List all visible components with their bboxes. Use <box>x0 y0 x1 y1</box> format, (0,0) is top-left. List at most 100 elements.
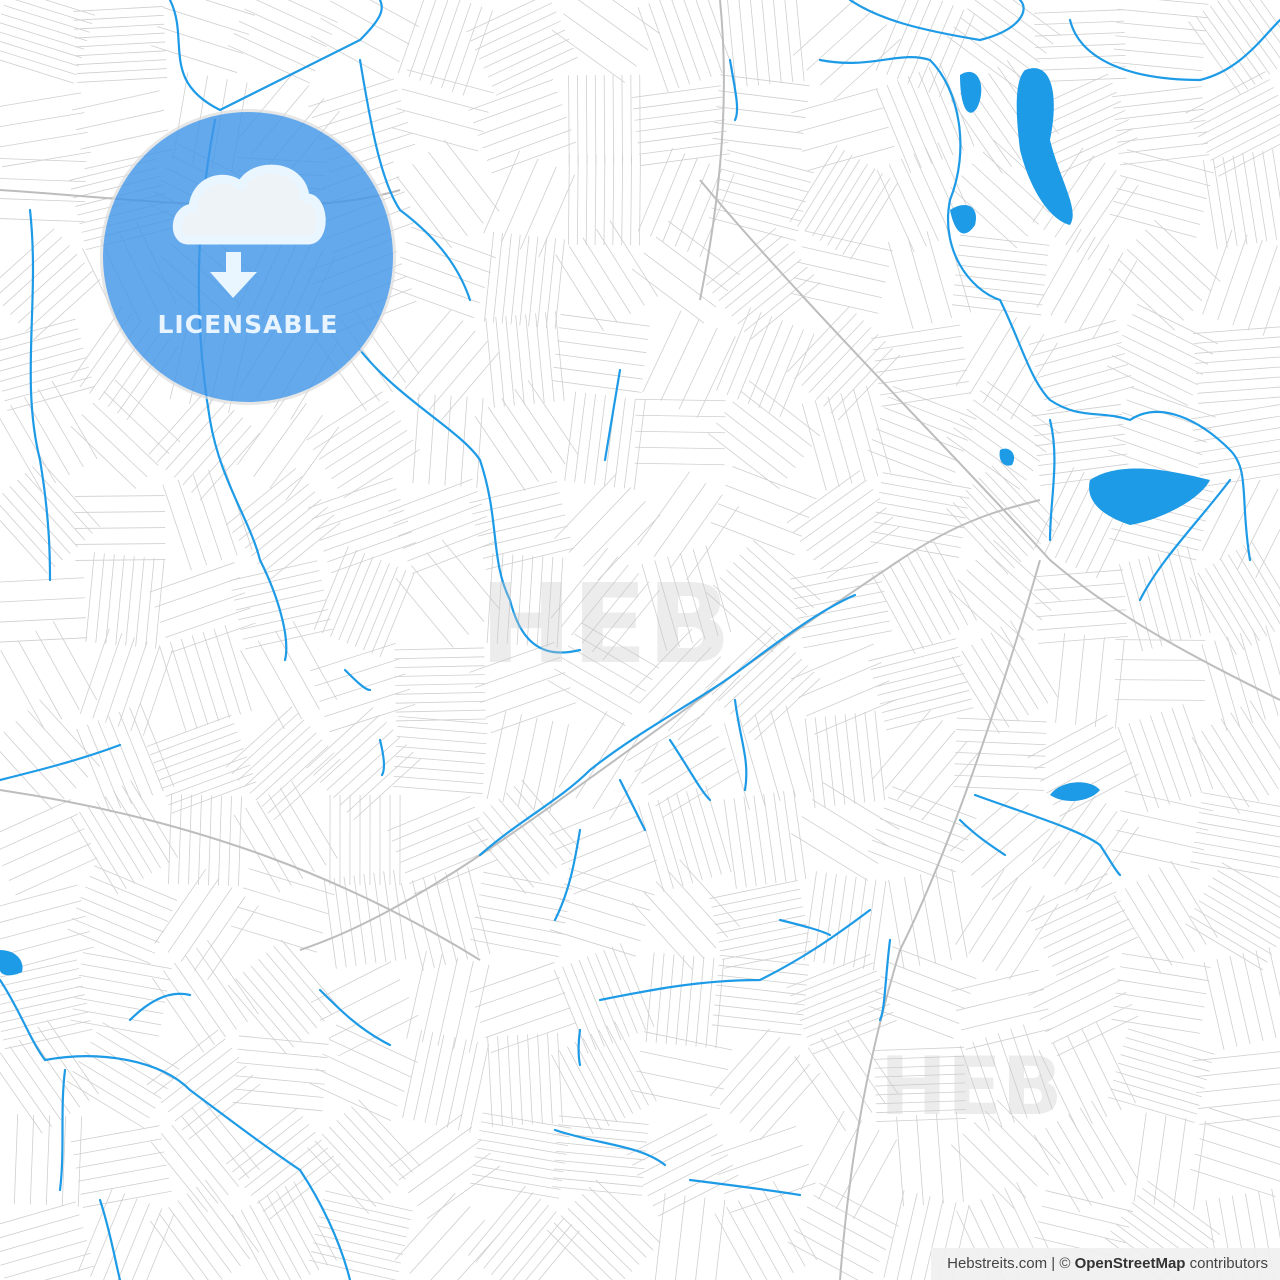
street <box>907 76 943 160</box>
street <box>874 347 964 362</box>
street <box>799 987 884 1022</box>
street <box>876 1117 967 1122</box>
attribution-osm-link[interactable]: OpenStreetMap <box>1074 1255 1186 1272</box>
river <box>733 698 748 792</box>
street <box>0 50 77 76</box>
street <box>879 681 967 705</box>
street <box>969 317 1018 395</box>
street <box>822 782 900 830</box>
street <box>888 879 905 969</box>
street <box>737 266 808 325</box>
street <box>801 403 827 491</box>
street <box>1130 386 1216 418</box>
street <box>933 541 977 621</box>
street <box>676 793 703 881</box>
street <box>501 158 539 242</box>
street <box>2 931 90 956</box>
street <box>244 628 333 650</box>
street <box>574 392 587 483</box>
street <box>115 555 125 645</box>
street <box>717 639 784 702</box>
street <box>474 415 526 491</box>
street <box>451 6 483 93</box>
street <box>727 0 737 88</box>
street <box>389 286 475 319</box>
street <box>871 439 956 473</box>
street <box>396 107 484 133</box>
street <box>181 1074 254 1131</box>
street <box>139 703 175 787</box>
street <box>1081 1028 1122 1111</box>
street <box>558 1124 648 1134</box>
street <box>1117 131 1207 143</box>
street <box>1247 245 1278 331</box>
street <box>1112 200 1201 225</box>
street <box>477 514 566 537</box>
street <box>787 1241 859 1280</box>
street <box>553 969 589 1054</box>
licensable-badge[interactable]: LICENSABLE <box>103 112 393 402</box>
street <box>881 690 970 714</box>
street <box>631 268 705 324</box>
street <box>391 127 479 152</box>
street <box>25 270 93 332</box>
street <box>997 1032 1028 1119</box>
street <box>794 313 857 380</box>
street <box>95 553 105 643</box>
street <box>225 706 293 768</box>
street <box>1203 962 1225 1050</box>
street <box>0 22 85 50</box>
street <box>1210 123 1280 161</box>
street <box>193 896 246 971</box>
street <box>206 940 259 1015</box>
street <box>75 527 166 529</box>
street <box>1193 841 1280 858</box>
street <box>1192 1051 1280 1062</box>
street <box>550 547 608 619</box>
street <box>1113 48 1204 58</box>
street <box>1239 632 1266 720</box>
street <box>803 871 817 961</box>
river <box>1048 418 1056 542</box>
street <box>526 555 534 646</box>
street <box>1138 559 1163 647</box>
street <box>536 556 544 647</box>
street <box>480 1121 570 1138</box>
river <box>618 778 647 832</box>
street <box>871 574 916 655</box>
street <box>720 932 809 952</box>
street <box>310 35 390 80</box>
major-road <box>839 559 1041 1280</box>
street <box>507 1035 513 1126</box>
street <box>78 1061 156 1109</box>
street <box>178 794 182 885</box>
street <box>1194 1067 1280 1078</box>
street <box>1122 1045 1210 1072</box>
street <box>248 868 335 896</box>
river <box>688 1178 802 1197</box>
street <box>84 1051 162 1099</box>
street <box>797 261 886 283</box>
street <box>898 560 942 640</box>
street <box>671 0 701 81</box>
street <box>37 388 84 468</box>
street <box>417 1152 491 1207</box>
street <box>973 1122 1038 1187</box>
street <box>4 1028 93 1050</box>
street <box>729 652 797 715</box>
street <box>679 859 741 927</box>
street <box>250 1139 322 1196</box>
street <box>726 311 762 396</box>
street <box>1034 423 1124 437</box>
street <box>75 1151 165 1169</box>
street <box>1212 563 1260 642</box>
street <box>312 714 381 776</box>
street <box>1068 1114 1115 1193</box>
street <box>404 838 489 874</box>
street <box>1194 427 1280 442</box>
street <box>321 1207 409 1229</box>
attribution-site[interactable]: Hebstreits.com <box>947 1255 1048 1272</box>
street <box>874 710 886 801</box>
street <box>474 916 564 935</box>
